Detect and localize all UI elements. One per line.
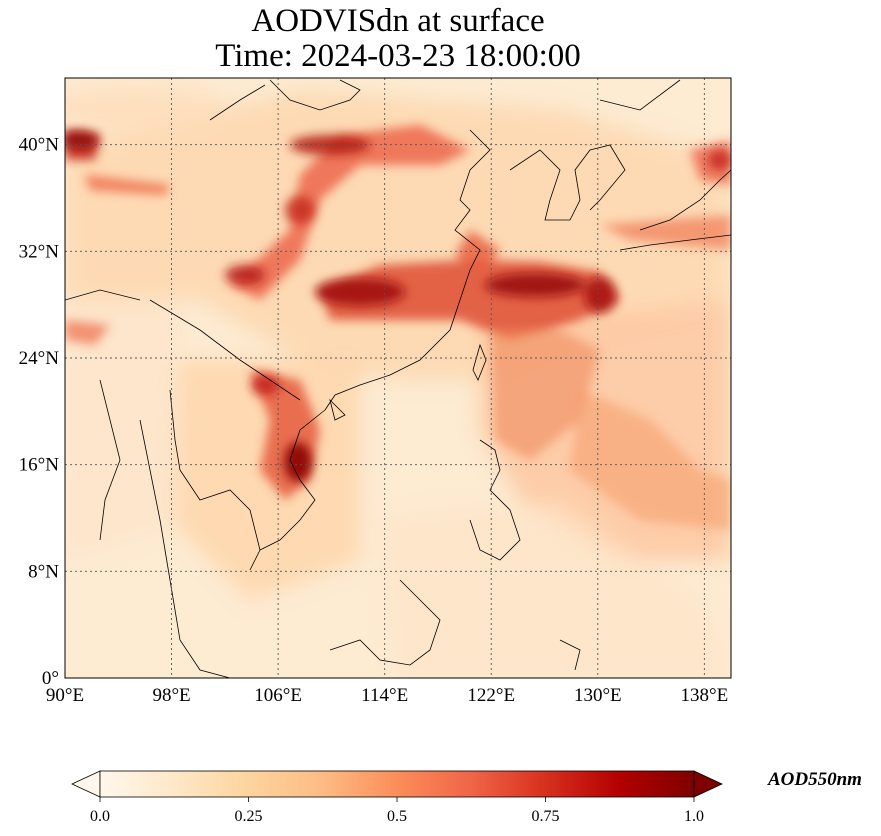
lon-tick-label: 122°E — [467, 685, 515, 706]
lat-tick-label: 40°N — [19, 135, 60, 156]
colorbar-tick-label: 0.0 — [90, 808, 110, 825]
lat-tick-label: 0° — [42, 668, 59, 689]
colorbar-label: AOD550nm — [768, 769, 862, 790]
lat-tick-label: 16°N — [19, 455, 60, 476]
colorbar-gradient — [100, 771, 694, 797]
map-title: AODVISdn at surface Time: 2024-03-23 18:… — [65, 4, 731, 74]
colorbar-tick-label: 0.5 — [387, 808, 407, 825]
lat-tick-label: 32°N — [19, 241, 60, 262]
colorbar-tick-label: 0.25 — [235, 808, 263, 825]
colorbar-extend-max — [693, 770, 723, 798]
colorbar-tick-label: 0.75 — [532, 808, 560, 825]
lon-tick-label: 130°E — [574, 685, 622, 706]
aod-field — [65, 78, 731, 678]
lon-tick-label: 138°E — [681, 685, 729, 706]
lon-tick-label: 98°E — [152, 685, 190, 706]
latitude-axis: 0° 8°N 16°N 24°N 32°N 40°N — [19, 135, 60, 689]
colorbar-ticks: 0.0 0.25 0.5 0.75 1.0 — [90, 797, 704, 825]
lon-tick-label: 114°E — [361, 685, 408, 706]
title-line-1: AODVISdn at surface — [251, 3, 545, 39]
colorbar-extend-min — [71, 770, 101, 798]
map-frame — [64, 77, 732, 679]
map-figure: 90°E 98°E 106°E 114°E 122°E 130°E 138°E 0° 8°N 1… — [19, 77, 732, 706]
colorbar-tick-label: 1.0 — [684, 808, 704, 825]
lon-tick-label: 106°E — [254, 685, 302, 706]
title-line-2: Time: 2024-03-23 18:00:00 — [215, 38, 581, 74]
lat-tick-label: 24°N — [19, 348, 60, 369]
gridlines — [65, 78, 731, 678]
longitude-axis: 90°E 98°E 106°E 114°E 122°E 130°E 138°E — [46, 685, 728, 706]
lon-tick-label: 90°E — [46, 685, 84, 706]
lat-tick-label: 8°N — [28, 561, 59, 582]
coastlines — [65, 79, 731, 678]
